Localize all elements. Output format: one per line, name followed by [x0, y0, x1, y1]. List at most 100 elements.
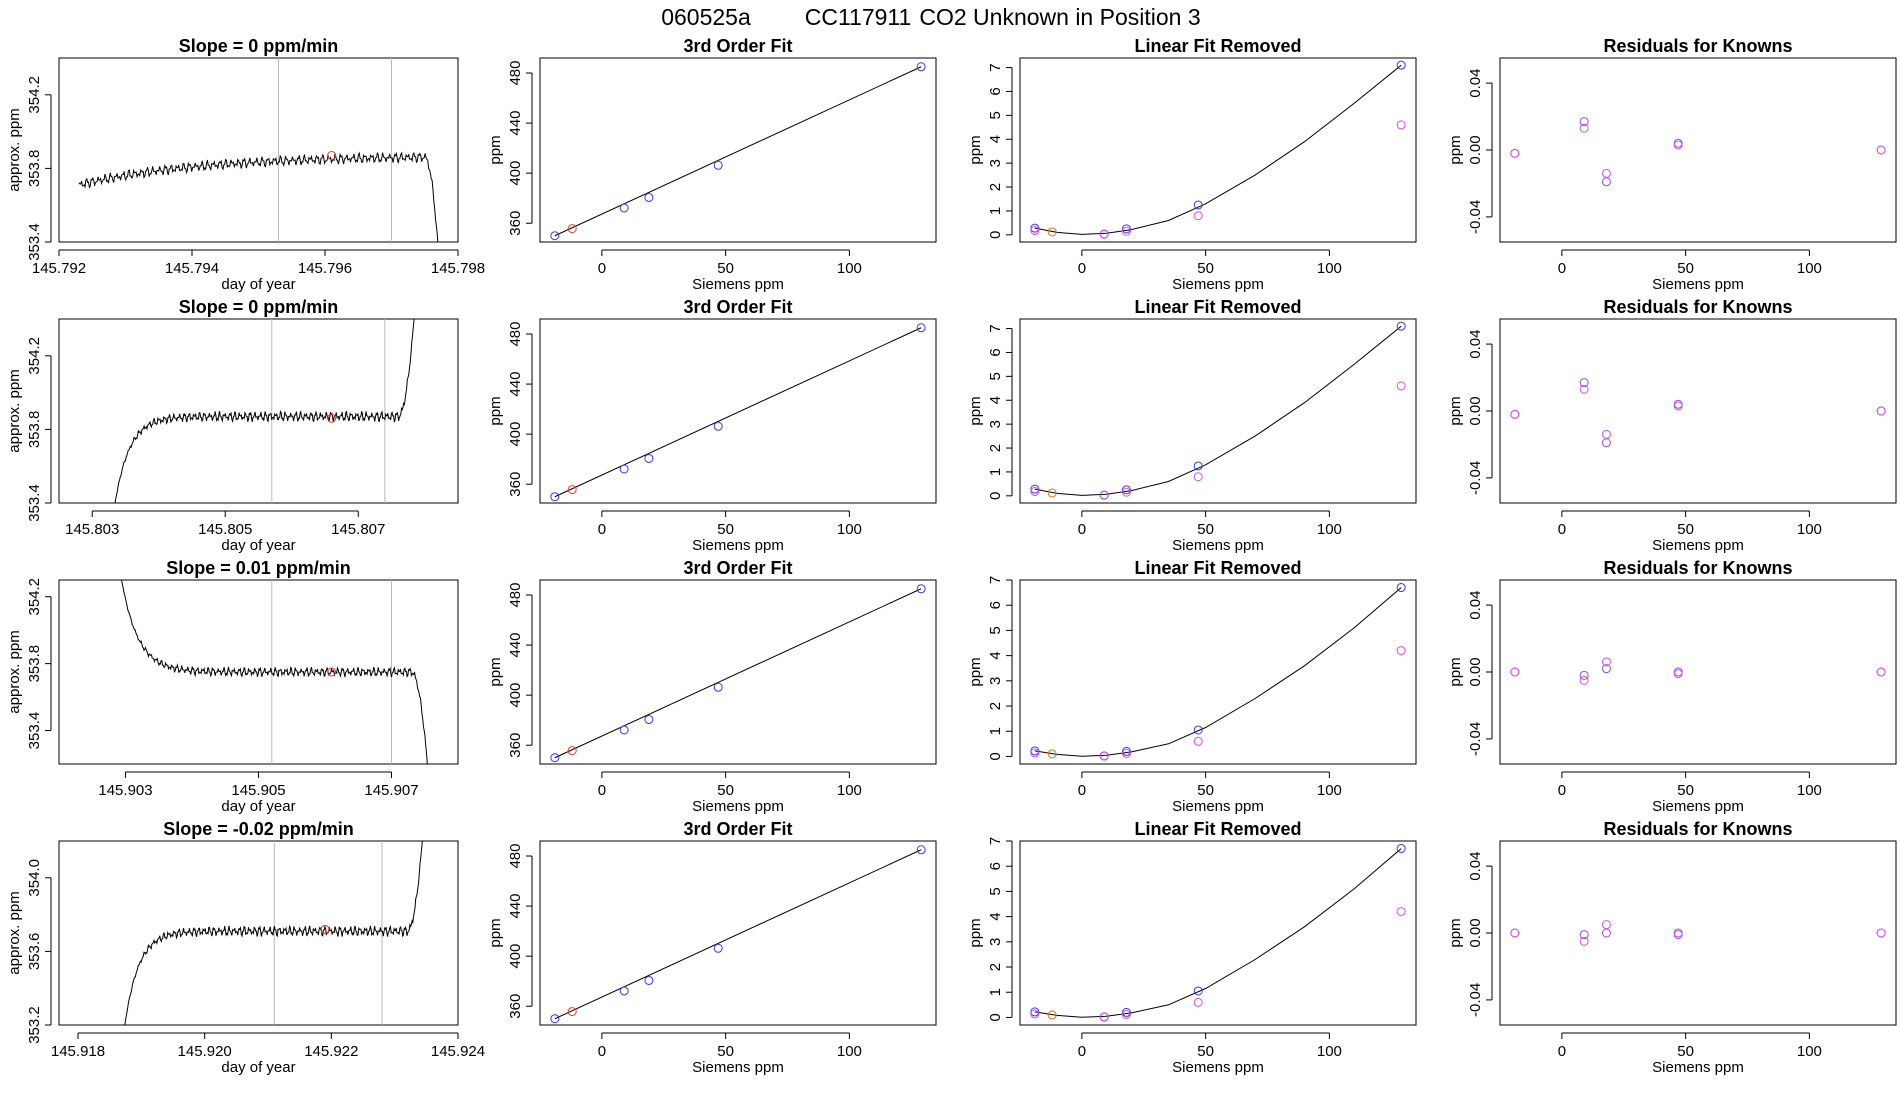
x-axis: 0 50 100 Siemens ppm: [598, 249, 862, 293]
y-tick-label: 5: [987, 626, 1004, 634]
fit-curve: [1034, 848, 1402, 1018]
x-axis: 0 50 100 Siemens ppm: [1558, 1032, 1822, 1076]
x-tick-label: 100: [1317, 521, 1342, 538]
data-point: [644, 192, 654, 202]
panel-r0c0: Slope = 0 ppm/min 145.792 145.794 145.796 14…: [6, 36, 485, 293]
data-point: [1579, 378, 1589, 388]
x-axis: 145.803 145.805 145.807 day of year: [65, 510, 385, 554]
y-tick-label: -0.04: [1467, 200, 1484, 234]
y-tick-label: 360: [507, 472, 524, 497]
data-point: [1030, 487, 1040, 497]
panel-title: Slope = 0 ppm/min: [179, 36, 339, 56]
y-tick-label: 360: [507, 211, 524, 236]
data-point: [1673, 669, 1683, 679]
series-unknown: [567, 224, 577, 234]
plot-area: [550, 323, 926, 502]
suptitle-description: CO2 Unknown in Position 3: [919, 4, 1200, 30]
x-axis-label: Siemens ppm: [1652, 276, 1744, 293]
y-axis-label: ppm: [967, 135, 984, 164]
data-point: [1579, 675, 1589, 685]
y-tick-label: 4: [987, 912, 1004, 920]
y-tick-label: 0.04: [1467, 851, 1484, 880]
y-tick-label: 7: [987, 576, 1004, 584]
y-tick-label: 7: [987, 63, 1004, 71]
data-point: [1193, 986, 1203, 996]
y-axis-label: ppm: [967, 396, 984, 425]
x-tick-label: 100: [1797, 521, 1822, 538]
series-knowns: [550, 323, 926, 502]
series-knowns: [550, 584, 926, 763]
series-unknown: [1047, 749, 1057, 759]
panel-title: 3rd Order Fit: [683, 558, 792, 578]
panel-r0c2: Linear Fit Removed 0 50 100 Siemens ppm 0 1 2 3 4…: [967, 36, 1417, 293]
y-tick-label: 360: [507, 733, 524, 758]
x-tick-label: 50: [1677, 260, 1694, 277]
y-tick-label: 480: [507, 844, 524, 869]
x-axis-label: day of year: [221, 1059, 295, 1076]
plot-area: [550, 62, 926, 241]
x-tick-label: 145.794: [165, 260, 219, 277]
x-axis-label: Siemens ppm: [692, 798, 784, 815]
x-axis: 0 50 100 Siemens ppm: [1078, 510, 1342, 554]
series-knowns: [1030, 60, 1406, 239]
series-unknown: [567, 746, 577, 756]
panel-title: Slope = -0.02 ppm/min: [163, 819, 354, 839]
y-tick-label: 2: [987, 702, 1004, 710]
y-tick-label: 3: [987, 420, 1004, 428]
data-point: [916, 62, 926, 72]
x-tick-label: 50: [717, 782, 734, 799]
data-point: [713, 421, 723, 431]
x-tick-label: 0: [1558, 782, 1566, 799]
x-axis: 0 50 100 Siemens ppm: [1558, 249, 1822, 293]
y-tick-label: 0.04: [1467, 590, 1484, 619]
x-tick-label: 145.805: [198, 521, 252, 538]
data-point: [713, 160, 723, 170]
data-point: [1396, 646, 1406, 656]
x-tick-label: 50: [717, 260, 734, 277]
panel-title: Residuals for Knowns: [1603, 819, 1792, 839]
plot-frame: [1499, 579, 1897, 765]
y-tick-label: 7: [987, 837, 1004, 845]
data-point: [1121, 485, 1131, 495]
y-tick-label: 353.8: [26, 411, 43, 449]
sample-mean-marker: [327, 667, 337, 677]
plot-area: [1510, 657, 1886, 685]
data-point: [1396, 381, 1406, 391]
y-axis: 0 1 2 3 4 5 6 7 ppm: [967, 837, 1013, 1022]
data-point: [1579, 936, 1589, 946]
x-tick-label: 0: [1558, 260, 1566, 277]
x-tick-label: 50: [717, 521, 734, 538]
y-tick-label: 400: [507, 161, 524, 186]
y-tick-label: 353.4: [26, 712, 43, 750]
x-axis: 0 50 100 Siemens ppm: [1558, 510, 1822, 554]
data-point: [619, 725, 629, 735]
y-tick-label: 5: [987, 111, 1004, 119]
plot-frame: [539, 840, 937, 1026]
y-tick-label: 353.6: [26, 933, 43, 971]
data-point: [1396, 844, 1406, 854]
x-axis: 145.918 145.920 145.922 145.924 day of year: [51, 1032, 485, 1076]
y-tick-label: 353.8: [26, 150, 43, 188]
x-axis: 0 50 100 Siemens ppm: [1078, 1032, 1342, 1076]
fit-line: [554, 588, 922, 759]
data-point: [644, 714, 654, 724]
x-axis-label: Siemens ppm: [1172, 798, 1264, 815]
y-axis: 0 1 2 3 4 5 6 7 ppm: [967, 576, 1013, 761]
series-knowns: [1030, 321, 1406, 500]
plot-area: [1510, 920, 1886, 946]
y-tick-label: 6: [987, 348, 1004, 356]
plot-area: [121, 580, 428, 764]
y-axis: 360 400 440 480 ppm: [487, 844, 533, 1019]
y-tick-label: 3: [987, 677, 1004, 685]
panel-r2c3: Residuals for Knowns 0 50 100 Siemens ppm -0.…: [1447, 558, 1897, 815]
data-point: [1396, 583, 1406, 593]
x-tick-label: 50: [1197, 1043, 1214, 1060]
data-point: [713, 682, 723, 692]
y-tick-label: 400: [507, 944, 524, 969]
data-point: [1396, 120, 1406, 130]
plot-area: [114, 319, 415, 503]
x-axis: 145.792 145.794 145.796 145.798 day of year: [32, 249, 485, 293]
x-tick-label: 145.918: [51, 1043, 105, 1060]
y-tick-label: 480: [507, 322, 524, 347]
